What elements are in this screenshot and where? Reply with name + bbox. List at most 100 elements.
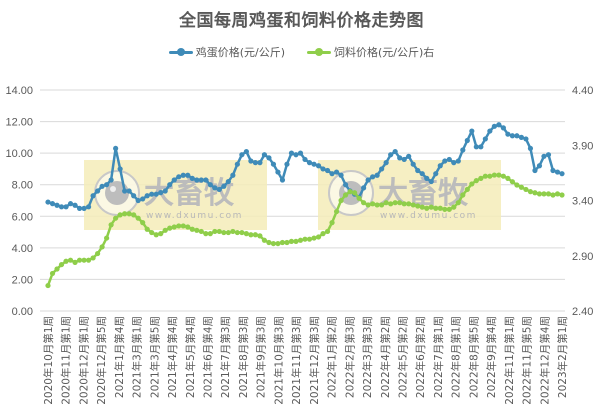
data-point[interactable] — [293, 238, 299, 244]
data-point[interactable] — [374, 202, 380, 208]
data-point[interactable] — [509, 133, 516, 139]
data-point[interactable] — [275, 240, 281, 247]
data-point[interactable] — [514, 182, 520, 188]
data-point[interactable] — [311, 161, 317, 167]
data-point[interactable] — [487, 173, 493, 179]
data-point[interactable] — [464, 137, 470, 144]
data-point[interactable] — [108, 222, 114, 228]
data-point[interactable] — [94, 188, 101, 194]
data-point[interactable] — [167, 225, 173, 231]
data-point[interactable] — [45, 282, 51, 289]
data-point[interactable] — [388, 152, 394, 158]
data-point[interactable] — [410, 161, 416, 167]
data-point[interactable] — [185, 224, 191, 230]
data-point[interactable] — [455, 158, 461, 164]
data-point[interactable] — [509, 179, 516, 185]
data-point[interactable] — [49, 270, 56, 277]
data-point[interactable] — [536, 191, 543, 197]
data-point[interactable] — [500, 125, 506, 131]
data-point[interactable] — [288, 238, 295, 244]
data-point[interactable] — [523, 136, 529, 142]
data-point[interactable] — [270, 161, 277, 167]
data-point[interactable] — [478, 175, 484, 181]
data-point[interactable] — [487, 128, 493, 134]
data-point[interactable] — [347, 189, 353, 195]
data-point[interactable] — [428, 204, 434, 210]
data-point[interactable] — [221, 229, 227, 236]
data-point[interactable] — [81, 205, 87, 211]
data-point[interactable] — [356, 195, 362, 201]
data-point[interactable] — [54, 266, 60, 272]
data-point[interactable] — [279, 177, 286, 183]
data-point[interactable] — [131, 212, 137, 218]
data-point[interactable] — [532, 190, 538, 196]
data-point[interactable] — [365, 177, 371, 183]
data-point[interactable] — [275, 169, 281, 175]
data-point[interactable] — [279, 239, 286, 246]
data-point[interactable] — [189, 175, 195, 181]
data-point[interactable] — [406, 201, 412, 207]
data-point[interactable] — [541, 153, 547, 159]
data-point[interactable] — [469, 128, 475, 134]
data-point[interactable] — [473, 144, 479, 150]
data-point[interactable] — [252, 232, 259, 238]
data-point[interactable] — [140, 196, 146, 202]
data-point[interactable] — [99, 183, 105, 189]
data-point[interactable] — [333, 169, 340, 175]
data-point[interactable] — [81, 257, 87, 263]
data-point[interactable] — [428, 178, 434, 185]
data-point[interactable] — [406, 153, 412, 159]
data-point[interactable] — [261, 237, 268, 243]
data-point[interactable] — [149, 191, 155, 197]
data-point[interactable] — [67, 201, 74, 207]
data-point[interactable] — [203, 231, 209, 237]
data-point[interactable] — [122, 211, 128, 217]
data-point[interactable] — [392, 148, 398, 155]
data-point[interactable] — [559, 171, 565, 177]
data-point[interactable] — [433, 171, 439, 177]
data-point[interactable] — [315, 163, 322, 169]
data-point[interactable] — [545, 152, 552, 158]
data-point[interactable] — [338, 172, 344, 178]
data-point[interactable] — [545, 191, 552, 197]
data-point[interactable] — [451, 204, 457, 210]
legend-item-egg[interactable]: 鸡蛋价格(元/公斤) — [168, 44, 285, 60]
data-point[interactable] — [505, 131, 511, 137]
data-point[interactable] — [158, 231, 164, 237]
data-point[interactable] — [189, 226, 195, 232]
data-point[interactable] — [392, 200, 398, 206]
data-point[interactable] — [500, 173, 506, 179]
data-point[interactable] — [433, 205, 439, 211]
data-point[interactable] — [212, 228, 218, 235]
data-point[interactable] — [167, 182, 173, 188]
data-point[interactable] — [104, 182, 110, 188]
data-point[interactable] — [518, 134, 525, 140]
data-point[interactable] — [117, 166, 123, 172]
data-point[interactable] — [397, 155, 403, 161]
data-point[interactable] — [90, 255, 96, 261]
data-point[interactable] — [550, 167, 556, 174]
data-point[interactable] — [306, 160, 313, 166]
data-point[interactable] — [194, 177, 200, 183]
data-point[interactable] — [153, 191, 159, 197]
data-point[interactable] — [216, 186, 222, 193]
data-point[interactable] — [257, 160, 263, 166]
data-point[interactable] — [473, 178, 479, 184]
data-point[interactable] — [370, 201, 376, 207]
data-point[interactable] — [482, 136, 488, 142]
data-point[interactable] — [351, 190, 358, 196]
data-point[interactable] — [221, 183, 227, 189]
data-point[interactable] — [442, 158, 448, 164]
data-point[interactable] — [176, 223, 182, 229]
data-point[interactable] — [104, 235, 110, 241]
data-point[interactable] — [63, 204, 69, 210]
data-point[interactable] — [113, 145, 119, 152]
data-point[interactable] — [523, 186, 529, 193]
data-point[interactable] — [397, 200, 403, 206]
data-point[interactable] — [293, 152, 299, 158]
legend-item-feed[interactable]: 饲料价格(元/公斤)右 — [307, 44, 434, 60]
data-point[interactable] — [288, 150, 295, 156]
data-point[interactable] — [437, 205, 443, 211]
data-point[interactable] — [451, 160, 457, 166]
data-point[interactable] — [361, 185, 367, 191]
